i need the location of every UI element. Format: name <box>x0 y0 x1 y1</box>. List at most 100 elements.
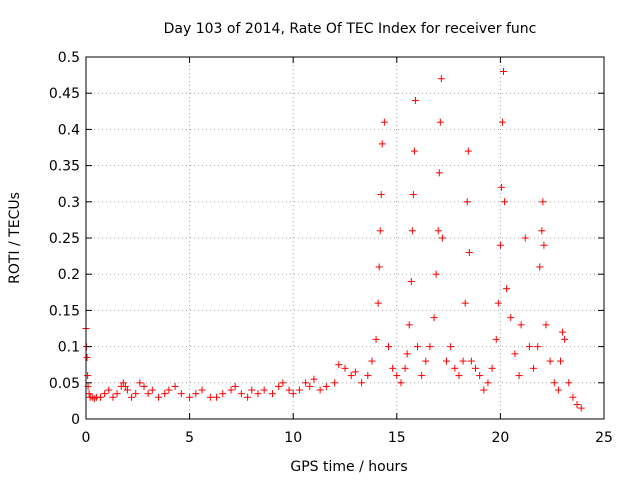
y-tick-label: 0.5 <box>58 50 80 66</box>
x-tick-label: 10 <box>284 430 302 446</box>
y-tick-label: 0.25 <box>49 231 80 247</box>
data-point <box>550 379 558 387</box>
data-point <box>405 321 413 329</box>
data-point <box>128 393 136 401</box>
data-point <box>463 198 471 206</box>
data-point <box>496 241 504 249</box>
data-point <box>503 285 511 293</box>
data-point <box>375 263 383 271</box>
y-tick-label: 0.2 <box>58 267 80 283</box>
data-point <box>573 401 581 409</box>
data-point <box>561 335 569 343</box>
data-point <box>484 379 492 387</box>
data-point <box>498 118 506 126</box>
data-point <box>385 343 393 351</box>
data-point <box>577 404 585 412</box>
data-point <box>165 386 173 394</box>
data-point <box>368 357 376 365</box>
data-point <box>177 390 185 398</box>
y-tick-label: 0.35 <box>49 159 80 175</box>
data-point <box>409 191 417 199</box>
data-point <box>461 299 469 307</box>
grid-lines <box>86 57 604 419</box>
x-tick-label: 0 <box>82 430 91 446</box>
y-tick-label: 0.4 <box>58 122 80 138</box>
data-point <box>227 386 235 394</box>
data-point <box>289 390 297 398</box>
data-point <box>84 372 92 380</box>
y-tick-label: 0.45 <box>49 86 80 102</box>
data-point <box>465 248 473 256</box>
data-point <box>97 393 105 401</box>
data-point <box>569 393 577 401</box>
data-point <box>322 382 330 390</box>
data-point <box>559 328 567 336</box>
data-point <box>198 386 206 394</box>
data-point <box>351 368 359 376</box>
data-point <box>83 353 91 361</box>
x-tick-label: 25 <box>595 430 613 446</box>
data-point <box>372 335 380 343</box>
data-point <box>565 379 573 387</box>
data-point <box>497 183 505 191</box>
data-point <box>432 270 440 278</box>
y-tick-label: 0.15 <box>49 303 80 319</box>
data-point <box>374 299 382 307</box>
data-point <box>436 118 444 126</box>
data-point <box>418 372 426 380</box>
data-point <box>378 140 386 148</box>
data-point <box>515 372 523 380</box>
data-point <box>525 343 533 351</box>
data-point <box>376 227 384 235</box>
data-point <box>511 350 519 358</box>
data-point <box>85 390 93 398</box>
data-point <box>430 314 438 322</box>
data-point <box>443 357 451 365</box>
data-point <box>556 357 564 365</box>
data-point <box>306 382 314 390</box>
data-point <box>148 386 156 394</box>
data-point <box>494 299 502 307</box>
data-point <box>422 357 430 365</box>
data-point <box>464 147 472 155</box>
data-point <box>539 198 547 206</box>
data-point <box>109 393 117 401</box>
data-point <box>113 390 121 398</box>
data-point <box>260 386 268 394</box>
data-point <box>538 227 546 235</box>
axis-ticks <box>85 56 605 420</box>
data-point <box>310 375 318 383</box>
data-point <box>171 382 179 390</box>
data-point <box>105 386 113 394</box>
data-point <box>161 390 169 398</box>
data-point <box>500 67 508 75</box>
data-point <box>254 390 262 398</box>
data-point <box>389 364 397 372</box>
data-point <box>213 393 221 401</box>
data-point <box>335 361 343 369</box>
x-tick-label: 20 <box>491 430 509 446</box>
y-tick-label: 0.05 <box>49 376 80 392</box>
data-point <box>455 372 463 380</box>
data-point <box>206 393 214 401</box>
data-point <box>437 75 445 83</box>
data-point <box>542 321 550 329</box>
data-point <box>316 386 324 394</box>
data-point <box>435 169 443 177</box>
data-point <box>123 386 131 394</box>
tick-labels: 0 5 10 15 20 25 0 0.05 0.1 0.15 0.2 0.25 0.3 0.35 0.4 0… <box>49 50 613 446</box>
data-point <box>132 390 140 398</box>
data-point <box>341 364 349 372</box>
data-point <box>467 357 475 365</box>
data-point <box>285 386 293 394</box>
chart-title: Day 103 of 2014, Rate Of TEC Index for r… <box>164 21 537 37</box>
data-point <box>426 343 434 351</box>
data-point <box>488 364 496 372</box>
data-point <box>530 364 538 372</box>
data-point <box>231 382 239 390</box>
data-point <box>136 379 144 387</box>
data-point <box>447 343 455 351</box>
data-point <box>397 379 405 387</box>
y-tick-label: 0.1 <box>58 340 80 356</box>
